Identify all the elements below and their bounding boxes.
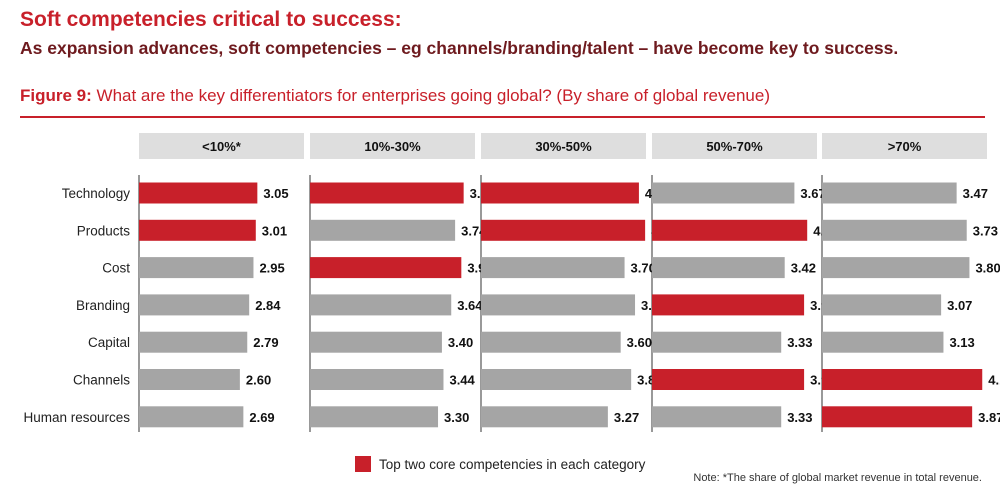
figure-title: What are the key differentiators for ent… [96,86,770,105]
bar [652,219,808,241]
panel-header-bg [652,133,817,159]
panel-header-label: 50%-70% [706,139,763,154]
bar-value-label: 2.95 [259,261,284,276]
bar [481,257,625,279]
bar [822,182,957,204]
bar-value-label: 2.69 [249,410,274,425]
panel-header-bg [310,133,475,159]
chart-legend: Top two core competencies in each catego… [355,456,645,472]
bar-value-label: 2.60 [246,373,271,388]
bar-value-label: 3.80 [975,261,1000,276]
bar [652,294,805,316]
bar [822,257,970,279]
bar [822,294,942,316]
bar [822,369,983,390]
bar [652,369,805,390]
bar [310,331,442,353]
bar-value-label: 3.33 [787,335,812,350]
category-label: Products [77,223,131,238]
bar [822,331,944,353]
category-label: Capital [88,335,130,350]
bar [652,257,785,279]
figure-label: Figure 9: [20,86,92,105]
bar-value-label: 3.44 [449,373,475,388]
legend-swatch-highlight [355,456,371,472]
bar-value-label: 3.42 [791,261,816,276]
bar [310,369,444,390]
bar-value-label: 3.40 [448,335,473,350]
footnote: Note: *The share of global market revenu… [693,472,982,484]
bar [652,406,782,428]
category-label: Branding [76,298,130,313]
bar-value-label: 3.30 [444,410,469,425]
bar-value-label: 3.67 [800,186,825,201]
bar-value-label: 2.79 [253,335,278,350]
bar-value-label: 3.64 [457,298,483,313]
legend-label: Top two core competencies in each catego… [379,456,646,472]
bar-value-label: 3.07 [947,298,972,313]
bar [139,219,256,241]
panel-header-bg [822,133,987,159]
bar-value-label: 2.84 [255,298,281,313]
figure-caption: Figure 9: What are the key differentiato… [20,86,770,106]
bar-value-label: 3.87 [978,410,1000,425]
caption-divider [20,116,985,118]
panel-header-label: 30%-50% [535,139,592,154]
bar-value-label: 3.70 [631,261,656,276]
bar-value-label: 3.13 [949,335,974,350]
panel-header-label: 10%-30% [364,139,421,154]
bar [652,331,782,353]
bar-value-label: 3.60 [627,335,652,350]
panel-header-label: >70% [888,139,922,154]
bar [310,182,464,204]
panel-header-bg [139,133,304,159]
bar [310,294,452,316]
bar [310,257,462,279]
page-title: Soft competencies critical to success: [20,8,402,31]
bar [481,406,608,428]
bar-value-label: 4.13 [988,373,1000,388]
bar [139,294,250,316]
category-label: Human resources [23,410,130,425]
bar [139,182,258,204]
bar [310,406,439,428]
bar [139,331,248,353]
bar-value-label: 3.01 [262,223,287,238]
page-subtitle: As expansion advances, soft competencies… [20,38,899,58]
category-label: Cost [102,261,130,276]
bar [822,219,967,241]
panel-header-bg [481,133,646,159]
bar [481,331,621,353]
bar [139,406,244,428]
bar [481,182,639,204]
bar [139,257,254,279]
bar [652,182,795,204]
bar [310,219,456,241]
bar [481,219,646,241]
category-label: Technology [62,186,131,201]
bar [481,294,636,316]
bar-value-label: 3.33 [787,410,812,425]
category-label: Channels [73,373,130,388]
bar-value-label: 3.05 [263,186,288,201]
bar [139,369,240,390]
bar-value-label: 3.73 [973,223,998,238]
bar-value-label: 3.47 [963,186,988,201]
bar-value-label: 3.27 [614,410,639,425]
bar [822,406,973,428]
competency-bar-chart: Technology Products Cost Branding Capital Cha… [23,133,1000,432]
bar [481,369,632,390]
panel-header-label: <10%* [202,139,242,154]
